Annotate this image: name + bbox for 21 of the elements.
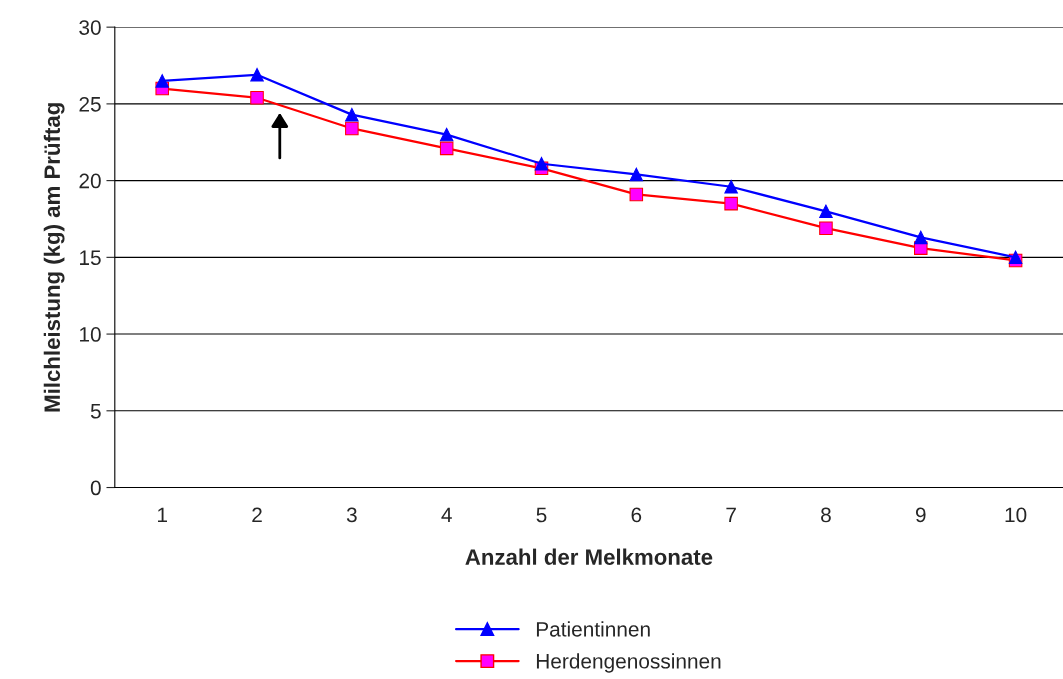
- x-axis-title: Anzahl der Melkmonate: [465, 548, 713, 565]
- legend-label: Herdengenossinnen: [536, 653, 721, 673]
- x-tick-label: 9: [915, 507, 926, 523]
- x-tick-label: 5: [536, 507, 547, 523]
- x-tick-label: 6: [631, 507, 642, 523]
- y-axis-title: Milchleistung (kg) am Prüftag: [43, 103, 65, 412]
- x-tick-label: 1: [158, 507, 167, 523]
- y-tick-label: 5: [90, 404, 101, 419]
- y-tick-label: 15: [80, 250, 101, 266]
- x-tick-label: 3: [346, 507, 357, 523]
- x-tick-label: 4: [441, 507, 452, 523]
- x-tick-label: 10: [1005, 507, 1027, 523]
- y-tick-label: 25: [79, 96, 101, 112]
- y-tick-label: 20: [79, 173, 101, 189]
- y-tick-label: 0: [90, 480, 101, 496]
- y-tick-label: 30: [79, 20, 101, 35]
- x-tick-label: 7: [726, 507, 736, 523]
- x-tick-label: 2: [252, 507, 262, 523]
- x-tick-label: 8: [821, 507, 831, 523]
- y-tick-label: 10: [80, 327, 101, 342]
- legend-label: Patientinnen: [536, 621, 650, 637]
